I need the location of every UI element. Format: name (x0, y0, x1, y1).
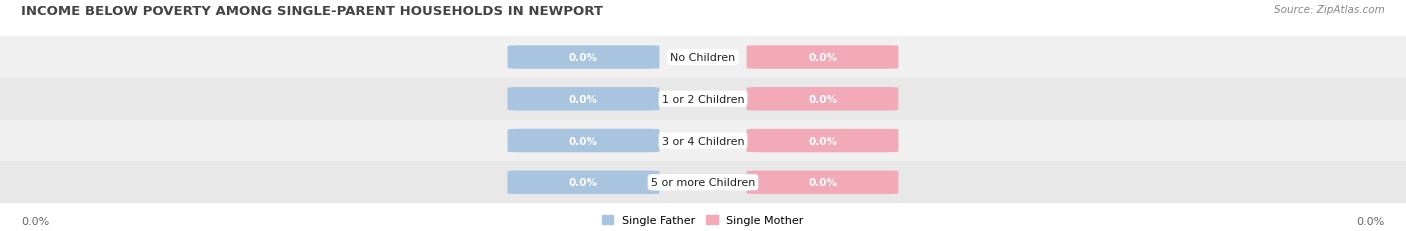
Text: 0.0%: 0.0% (808, 94, 837, 104)
Bar (0, 162, 1406, 203)
Text: 0.0%: 0.0% (21, 216, 49, 226)
Text: 3 or 4 Children: 3 or 4 Children (662, 136, 744, 146)
Text: 0.0%: 0.0% (808, 53, 837, 63)
Text: 0.0%: 0.0% (569, 94, 598, 104)
Text: 5 or more Children: 5 or more Children (651, 177, 755, 188)
Text: No Children: No Children (671, 53, 735, 63)
FancyBboxPatch shape (508, 129, 659, 153)
Text: 0.0%: 0.0% (569, 53, 598, 63)
Text: INCOME BELOW POVERTY AMONG SINGLE-PARENT HOUSEHOLDS IN NEWPORT: INCOME BELOW POVERTY AMONG SINGLE-PARENT… (21, 5, 603, 18)
Text: Source: ZipAtlas.com: Source: ZipAtlas.com (1274, 5, 1385, 15)
FancyBboxPatch shape (747, 88, 898, 111)
Text: 0.0%: 0.0% (569, 177, 598, 188)
Bar (0, 120, 1406, 162)
FancyBboxPatch shape (747, 171, 898, 194)
Bar (0, 79, 1406, 120)
FancyBboxPatch shape (508, 46, 659, 70)
FancyBboxPatch shape (747, 46, 898, 70)
Bar (0, 37, 1406, 79)
Text: 1 or 2 Children: 1 or 2 Children (662, 94, 744, 104)
Text: 0.0%: 0.0% (1357, 216, 1385, 226)
FancyBboxPatch shape (508, 88, 659, 111)
FancyBboxPatch shape (747, 129, 898, 153)
Text: 0.0%: 0.0% (569, 136, 598, 146)
FancyBboxPatch shape (508, 171, 659, 194)
Legend: Single Father, Single Mother: Single Father, Single Mother (602, 215, 804, 225)
Text: 0.0%: 0.0% (808, 177, 837, 188)
Text: 0.0%: 0.0% (808, 136, 837, 146)
